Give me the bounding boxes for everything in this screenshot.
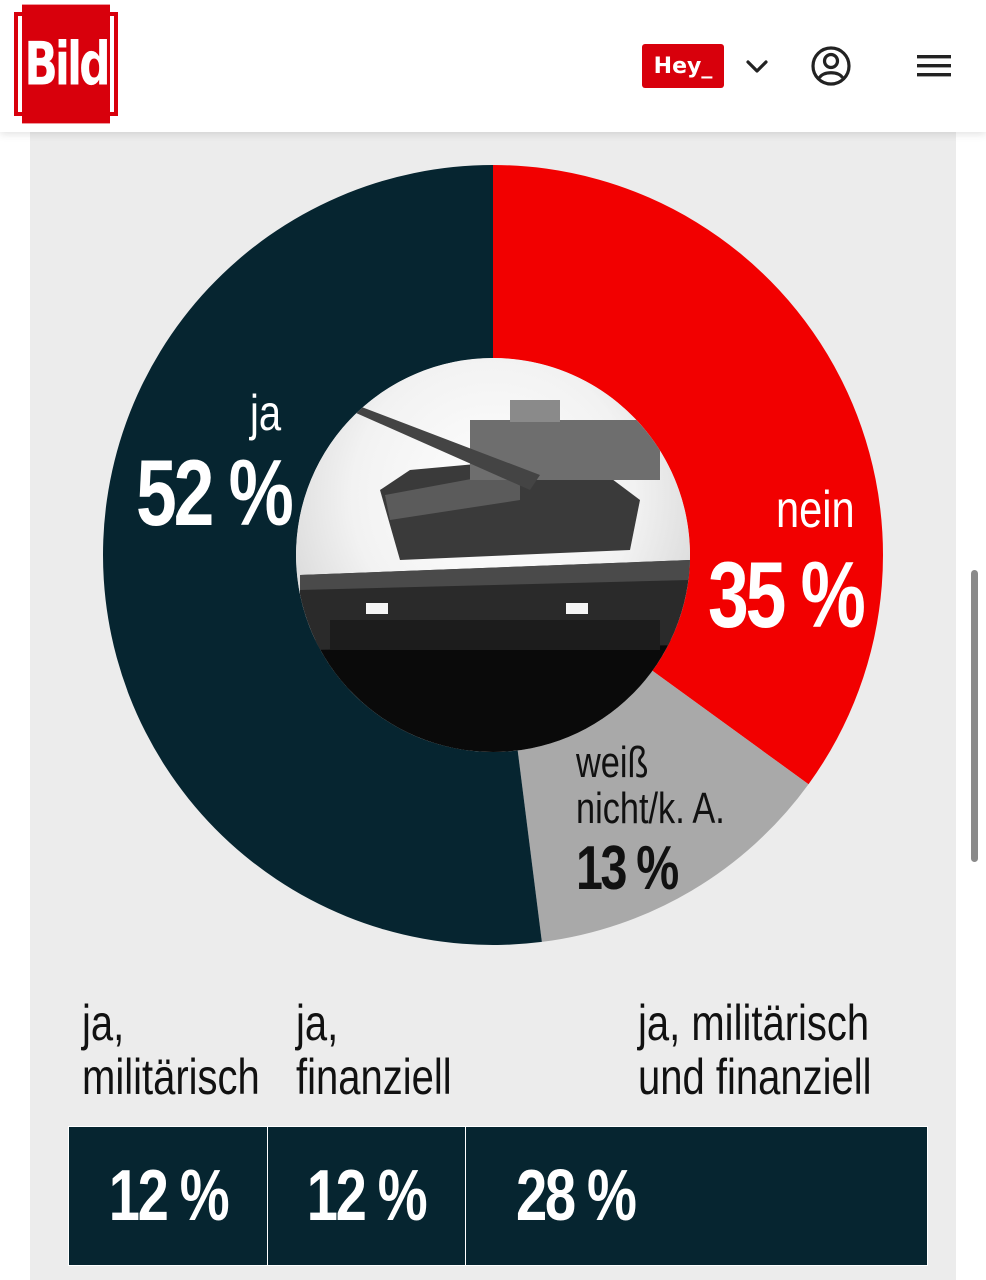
breakdown-table: 12 % 12 % 28 % [68,1126,928,1266]
both-value: 28 % [516,1156,637,1236]
category-military-line-2: militärisch [82,1049,260,1105]
military-value-cell: 12 % [68,1126,268,1266]
site-header: Bild Hey_ [0,0,986,132]
financial-value: 12 % [307,1156,428,1236]
category-both-label: ja, militärisch und finanziell [638,996,872,1104]
category-financial-line-2: finanziell [296,1049,452,1105]
category-military-line-1: ja, [82,995,125,1051]
category-both-line-1: ja, militärisch [638,995,870,1051]
ja-percent: 52 % [136,440,294,545]
bild-logo[interactable]: Bild [14,4,118,124]
nein-percent: 35 % [708,542,866,647]
donut-slice-nein [493,165,884,785]
page-scrollbar[interactable] [971,570,978,862]
weiss-nicht-label-line-2: nicht/k. A. [576,784,725,833]
ja-label: ja [250,385,282,441]
tank-image [296,358,690,752]
donut-slice-ja [103,165,542,945]
weiss-nicht-percent: 13 % [576,834,679,903]
category-financial-line-1: ja, [296,995,339,1051]
financial-value-cell: 12 % [267,1126,466,1266]
military-value: 12 % [108,1156,230,1236]
hamburger-menu-icon[interactable] [916,52,952,80]
category-both-line-2: und finanziell [638,1049,872,1105]
hey-button[interactable]: Hey_ [642,44,724,88]
bild-logo-text: Bild [22,4,111,124]
category-financial-label: ja, finanziell [296,996,452,1104]
chevron-down-icon[interactable] [744,55,770,77]
user-account-icon[interactable] [810,45,852,87]
donut-slice-wei-nicht-k-a [517,670,809,942]
weiss-nicht-label-line-1: weiß [576,738,649,787]
category-military-label: ja, militärisch [82,996,260,1104]
donut-chart [103,165,884,945]
weiss-nicht-label: weiß nicht/k. A. [576,740,725,832]
both-value-cell: 28 % [465,1126,928,1266]
nein-label: nein [776,481,855,539]
